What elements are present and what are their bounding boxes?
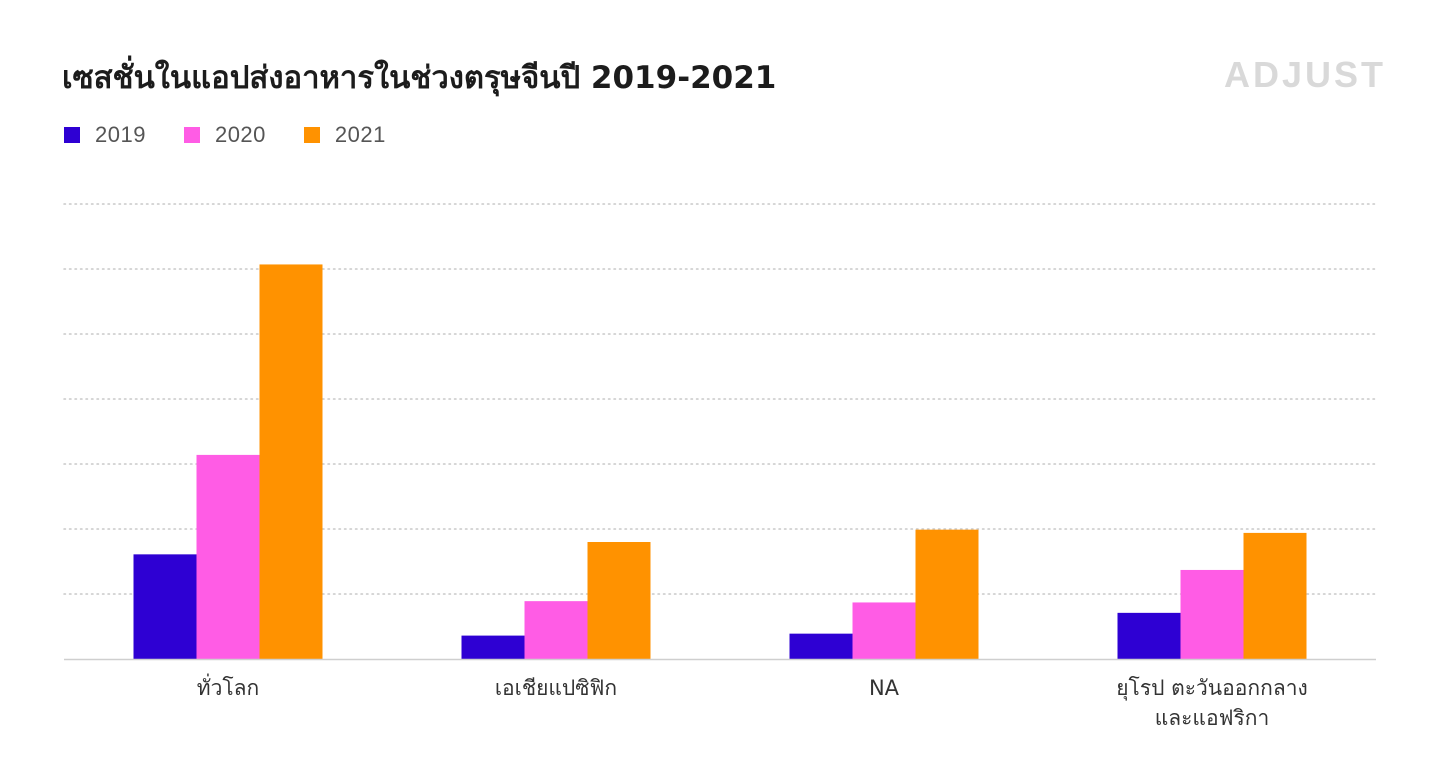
x-tick-label-line: NA (869, 676, 900, 700)
legend-label-2021: 2021 (334, 122, 386, 147)
bar-2019-3 (1117, 612, 1181, 659)
legend-swatch-2020 (183, 127, 200, 143)
grid-lines (63, 203, 1377, 595)
adjust-logo: ADJUST (1223, 54, 1386, 95)
bar-2021-3 (1243, 532, 1307, 659)
bar-2019-0 (133, 554, 197, 659)
legend-item-2020: 2020 (183, 122, 266, 148)
bar-2021-2 (915, 529, 979, 659)
x-tick-label-line: ทั่วโลก (197, 673, 260, 700)
x-tick-label: ทั่วโลก (197, 673, 260, 700)
bar-2019-2 (789, 633, 853, 659)
x-tick-label-line: เอเชียแปซิฟิก (495, 676, 617, 700)
x-tick-label: NA (869, 676, 900, 700)
bar-2021-1 (587, 542, 651, 659)
legend-item-2021: 2021 (303, 122, 386, 148)
bar-2020-2 (852, 602, 916, 659)
x-tick-label: เอเชียแปซิฟิก (495, 676, 617, 700)
legend-swatch-2019 (64, 127, 80, 143)
chart-legend: 2019 2020 2021 (64, 122, 424, 148)
chart-title: เซสชั่นในแอปส่งอาหารในช่วงตรุษจีนปี 2019… (62, 60, 777, 96)
x-tick-label-line: และแอฟริกา (1155, 706, 1270, 730)
bar-2020-3 (1180, 569, 1244, 659)
bars (133, 264, 1307, 659)
legend-swatch-2021 (303, 127, 320, 143)
x-tick-label: ยุโรป ตะวันออกกลางและแอฟริกา (1116, 676, 1308, 730)
bar-2019-1 (461, 635, 525, 659)
bar-2021-0 (259, 264, 323, 659)
bar-2020-0 (196, 454, 260, 659)
x-tick-label-line: ยุโรป ตะวันออกกลาง (1116, 676, 1308, 701)
bar-2020-1 (524, 601, 588, 659)
x-axis: ทั่วโลก เอเชียแปซิฟิก NA ยุโรป ตะวันออกกลาง… (64, 658, 1376, 730)
legend-label-2020: 2020 (214, 122, 266, 147)
legend-item-2019: 2019 (64, 122, 146, 148)
legend-label-2019: 2019 (95, 122, 146, 147)
